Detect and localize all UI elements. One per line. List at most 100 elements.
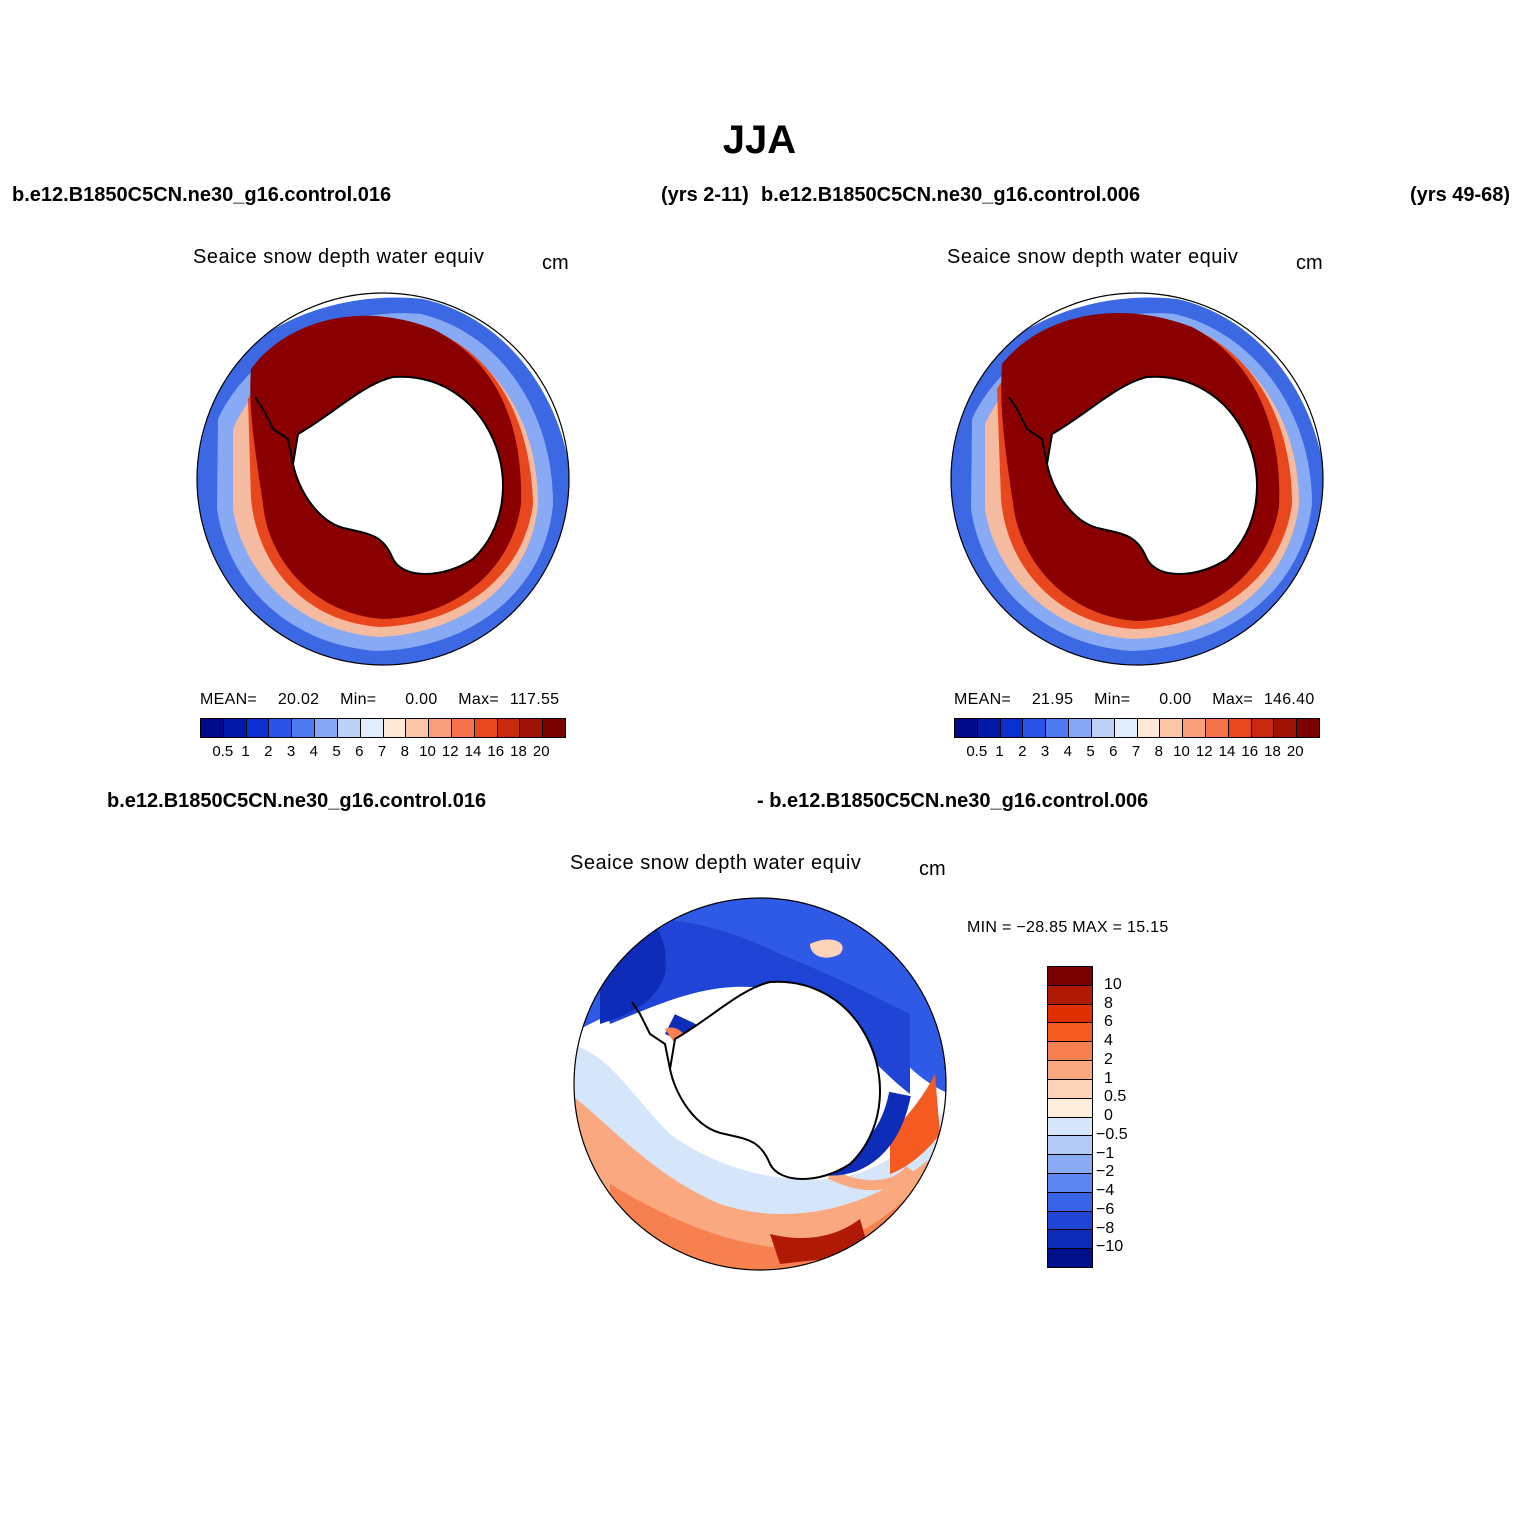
panel3-colorbar-swatch <box>1048 985 1092 1005</box>
panel3-colorbar-tick-label: 10 <box>1104 975 1122 993</box>
panel3-colorbar-swatch <box>1048 1004 1092 1024</box>
panel2-units: cm <box>1296 252 1323 274</box>
panel2-colorbar-swatch <box>1069 719 1092 737</box>
panel3-colorbar <box>1047 966 1093 1268</box>
panel2-colorbar-tick-label: 12 <box>1195 743 1213 760</box>
panel2-mean-value: 21.95 <box>1031 691 1074 708</box>
panel3-colorbar-ticks: 10 8 6 4 2 1 0.5 0 −0.5 −1 −2 −4 −6 −8 −10 <box>1096 966 1156 1266</box>
panel3-colorbar-tick-label: 0.5 <box>1104 1088 1127 1106</box>
panel2-colorbar-tick-label: 18 <box>1264 743 1281 760</box>
panel3-colorbar-swatch <box>1048 1079 1092 1099</box>
panel1-colorbar-swatch <box>292 719 316 737</box>
diff-case-right: - b.e12.B1850C5CN.ne30_g16.control.006 <box>757 790 1149 812</box>
panel2-colorbar-swatch <box>1114 719 1138 737</box>
panel2-title: Seaice snow depth water equiv <box>947 246 1239 268</box>
panel2-colorbar-swatch <box>1183 719 1206 737</box>
panel3-minmax: MIN = −28.85 MAX = 15.15 <box>967 919 1169 936</box>
panel2-polar-map <box>950 292 1324 666</box>
panel1-colorbar-tick-label: 3 <box>286 743 296 760</box>
panel1-colorbar-tick-label: 7 <box>377 743 387 760</box>
panel3-colorbar-tick-label: 0 <box>1104 1107 1113 1124</box>
panel1-colorbar-swatch <box>383 719 407 737</box>
panel3-colorbar-swatch <box>1048 1249 1092 1267</box>
panel3-colorbar-tick-label: −0.5 <box>1096 1125 1128 1143</box>
case-label-right: b.e12.B1850C5CN.ne30_g16.control.006 <box>761 184 1141 206</box>
panel2-colorbar-swatch <box>977 719 1001 737</box>
panel1-colorbar-swatch <box>429 719 452 737</box>
panel3-colorbar-swatch <box>1048 1136 1092 1156</box>
panel1-colorbar-ticks: 0.5 1 2 3 4 5 6 7 8 10 12 14 16 18 20 <box>200 743 564 763</box>
panel1-colorbar-swatch <box>223 719 247 737</box>
panel3-colorbar-tick-label: 4 <box>1104 1032 1113 1049</box>
panel2-colorbar-tick-label: 3 <box>1040 743 1050 760</box>
panel2-colorbar-swatch <box>1205 719 1229 737</box>
panel3-colorbar-tick-label: −10 <box>1096 1238 1124 1256</box>
panel1-mean-label: MEAN= <box>200 691 258 708</box>
panel1-colorbar-swatch <box>520 719 544 737</box>
panel1-colorbar-swatch <box>315 719 338 737</box>
panel3-colorbar-swatch <box>1048 1098 1092 1118</box>
main-title: JJA <box>722 118 797 162</box>
panel3-colorbar-swatch <box>1048 1061 1092 1080</box>
panel2-colorbar-swatch <box>1091 719 1115 737</box>
panel3-colorbar-swatch <box>1048 1023 1092 1043</box>
panel2-colorbar-swatch <box>1274 719 1298 737</box>
panel1-colorbar-tick-label: 16 <box>487 743 505 760</box>
panel1-colorbar-tick-label: 20 <box>532 743 550 760</box>
panel2-min-value: 0.00 <box>1159 691 1192 708</box>
panel2-colorbar-tick-label: 16 <box>1241 743 1259 760</box>
panel1-min-label: Min= <box>340 691 377 708</box>
panel1-colorbar-swatch <box>543 719 565 737</box>
panel2-colorbar-tick-label: 6 <box>1109 743 1118 760</box>
panel3-title: Seaice snow depth water equiv <box>570 852 862 874</box>
panel3-colorbar-swatch <box>1048 1192 1092 1212</box>
panel2-colorbar-swatch <box>1046 719 1070 737</box>
panel2-colorbar-tick-label: 10 <box>1173 743 1190 760</box>
panel1-colorbar-tick-label: 5 <box>332 743 341 760</box>
panel3-colorbar-tick-label: 2 <box>1104 1050 1113 1068</box>
panel1-colorbar-tick-label: 18 <box>510 743 527 760</box>
panel2-colorbar-swatch <box>1228 719 1252 737</box>
panel3-colorbar-swatch <box>1048 1211 1092 1231</box>
panel2-min-label: Min= <box>1094 691 1131 708</box>
case-label-left: b.e12.B1850C5CN.ne30_g16.control.016 <box>12 184 392 206</box>
panel2-colorbar <box>954 718 1320 738</box>
panel3-colorbar-swatch <box>1048 1117 1092 1137</box>
years-label-right: (yrs 49-68) <box>1410 184 1511 206</box>
panel1-colorbar-swatch <box>360 719 384 737</box>
panel2-colorbar-tick-label: 8 <box>1154 743 1163 760</box>
panel1-colorbar-swatch <box>474 719 498 737</box>
panel1-colorbar-swatch <box>269 719 293 737</box>
panel3-colorbar-tick-label: −1 <box>1096 1144 1115 1162</box>
panel2-colorbar-tick-label: 0.5 <box>966 743 988 760</box>
panel3-colorbar-tick-label: 1 <box>1104 1069 1113 1087</box>
panel1-max-value: 117.55 <box>509 691 560 708</box>
panel3-colorbar-tick-label: −6 <box>1096 1200 1115 1218</box>
panel1-colorbar-swatch <box>497 719 521 737</box>
panel1-polar-map <box>196 292 570 666</box>
panel2-colorbar-tick-label: 1 <box>995 743 1004 760</box>
panel2-mean-label: MEAN= <box>954 691 1012 708</box>
panel2-colorbar-ticks: 0.5 1 2 3 4 5 6 7 8 10 12 14 16 18 20 <box>954 743 1318 763</box>
panel1-mean-value: 20.02 <box>277 691 320 708</box>
panel2-colorbar-tick-label: 2 <box>1018 743 1027 760</box>
panel3-colorbar-swatch <box>1048 1230 1092 1250</box>
panel3-colorbar-tick-label: −4 <box>1096 1182 1115 1199</box>
panel3-colorbar-swatch <box>1048 967 1092 986</box>
panel1-colorbar-tick-label: 4 <box>309 743 318 760</box>
panel2-colorbar-swatch <box>1251 719 1275 737</box>
panel2-colorbar-swatch <box>1160 719 1184 737</box>
panel1-colorbar-tick-label: 1 <box>241 743 250 760</box>
panel1-colorbar-swatch <box>201 719 224 737</box>
panel1-colorbar-tick-label: 14 <box>464 743 482 760</box>
panel2-stats: MEAN= 21.95 Min= 0.00 Max= 146.40 <box>954 691 1315 709</box>
panel3-colorbar-tick-label: 8 <box>1104 994 1113 1012</box>
panel3-colorbar-tick-label: 6 <box>1104 1013 1113 1031</box>
panel1-colorbar-swatch <box>246 719 270 737</box>
panel1-colorbar-swatch <box>406 719 430 737</box>
panel1-title: Seaice snow depth water equiv <box>193 246 485 268</box>
panel2-colorbar-swatch <box>1000 719 1024 737</box>
panel1-min-value: 0.00 <box>405 691 438 708</box>
panel2-colorbar-swatch <box>1137 719 1161 737</box>
panel1-colorbar-tick-label: 0.5 <box>212 743 234 760</box>
